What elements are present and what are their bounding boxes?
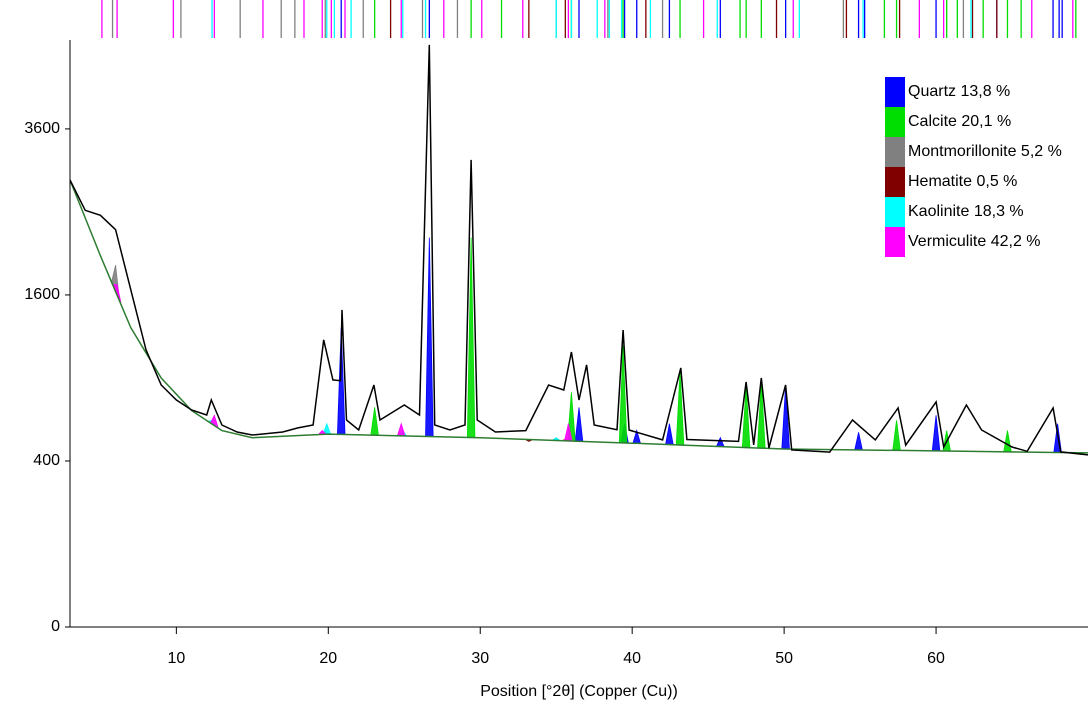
x-tick-label: 60 (927, 650, 945, 667)
legend-swatch (885, 227, 905, 257)
legend-swatch (885, 137, 905, 167)
x-tick-label: 20 (319, 650, 337, 667)
legend-label: Calcite 20,1 % (908, 113, 1011, 130)
y-tick-label: 0 (51, 618, 60, 635)
phase-peak (757, 380, 766, 449)
phase-peak (854, 432, 863, 451)
phase-peak (396, 422, 406, 437)
legend-label: Quartz 13,8 % (908, 83, 1010, 100)
x-tick-label: 40 (623, 650, 641, 667)
x-axis-label: Position [°2θ] (Copper (Cu)) (480, 683, 678, 700)
observed-line (70, 44, 1088, 456)
phase-peak (892, 420, 901, 451)
legend-swatch (885, 77, 905, 107)
phase-peak (741, 384, 751, 449)
phase-peak (715, 436, 725, 448)
phase-peak (618, 345, 628, 444)
y-tick-label: 400 (33, 452, 60, 469)
phase-peak (665, 423, 674, 446)
phase-peak (574, 407, 584, 442)
x-tick-label: 30 (471, 650, 489, 667)
plot-area (70, 44, 1088, 456)
legend-label: Vermiculite 42,2 % (908, 233, 1041, 250)
y-tick-label: 1600 (24, 286, 60, 303)
x-tick-label: 10 (167, 650, 185, 667)
y-tick-label: 3600 (24, 120, 60, 137)
phase-peak (370, 407, 379, 436)
legend-swatch (885, 107, 905, 137)
legend-swatch (885, 197, 905, 227)
legend-label: Hematite 0,5 % (908, 173, 1017, 190)
legend-label: Montmorillonite 5,2 % (908, 143, 1062, 160)
legend-label: Kaolinite 18,3 % (908, 203, 1024, 220)
background-line (70, 179, 1088, 454)
phase-peak (1003, 430, 1012, 453)
legend-swatch (885, 167, 905, 197)
x-tick-label: 50 (775, 650, 793, 667)
